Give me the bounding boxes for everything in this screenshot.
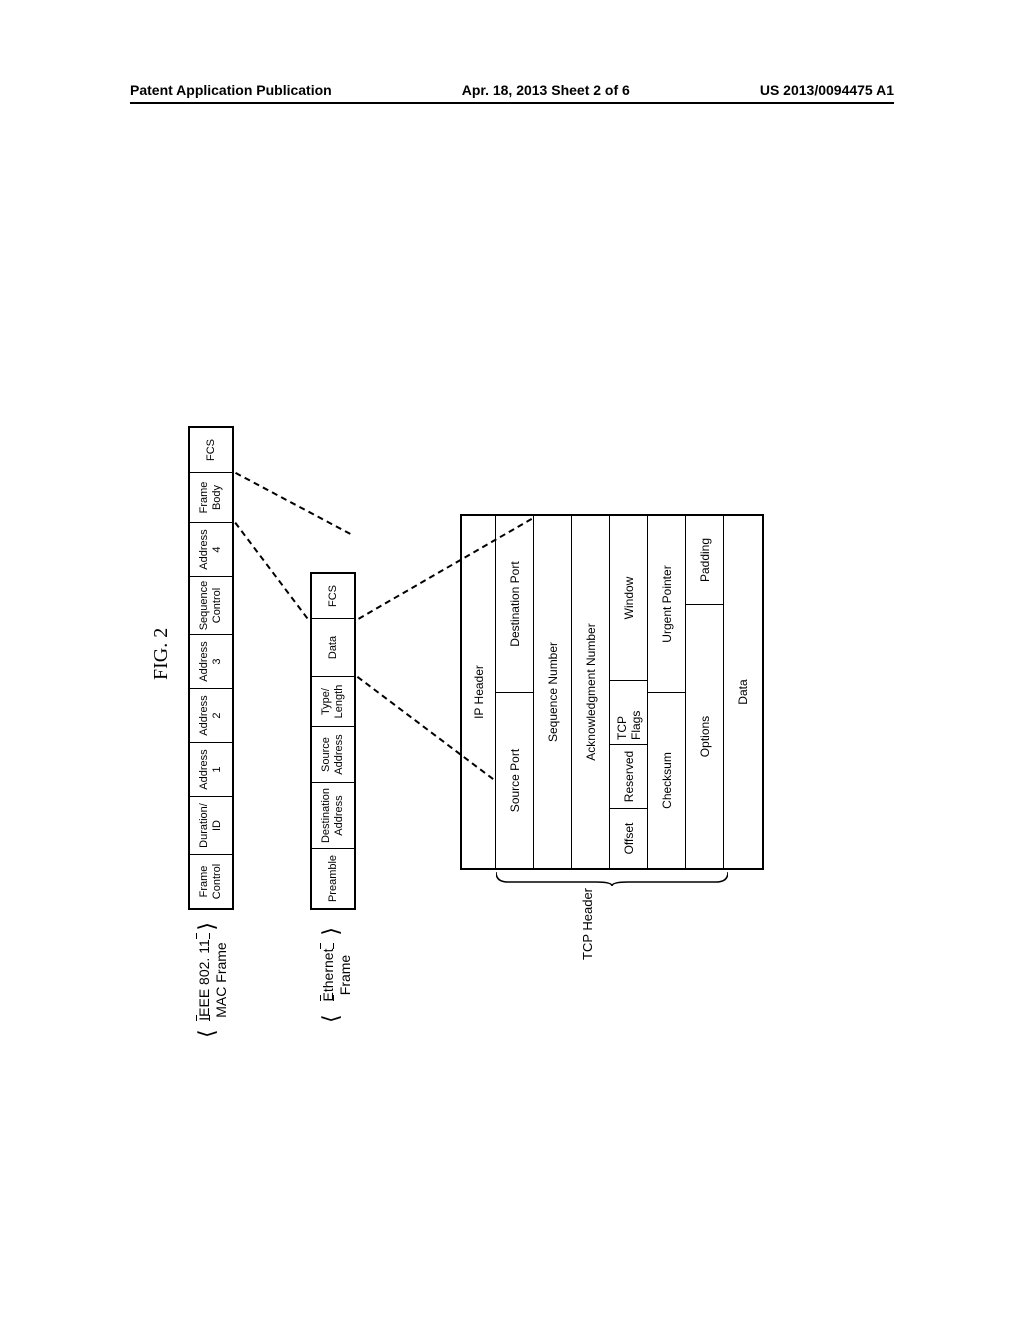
ethernet-frame-label: ⟨ Ethernet Frame ⟩ bbox=[320, 935, 354, 1015]
tcp-row: OptionsPadding bbox=[686, 516, 724, 868]
ieee-frame-label: ⟨ IEEE 802. 11 MAC Frame ⟩ bbox=[196, 930, 230, 1030]
ieee-frame-cell: FCS bbox=[190, 428, 232, 472]
tcp-row: Sequence Number bbox=[534, 516, 572, 868]
tcp-cell: Reserved bbox=[610, 744, 647, 808]
tcp-row: Acknowledgment Number bbox=[572, 516, 610, 868]
tcp-cell: Offset bbox=[610, 808, 647, 868]
header-left: Patent Application Publication bbox=[130, 82, 332, 98]
tcp-row: ChecksumUrgent Pointer bbox=[648, 516, 686, 868]
ethernet-frame-cell: Destination Address bbox=[312, 782, 354, 848]
tcp-cell: Source Port bbox=[496, 692, 533, 868]
header-right: US 2013/0094475 A1 bbox=[760, 82, 894, 98]
ieee-frame-cell: Sequence Control bbox=[190, 576, 232, 634]
dash-line bbox=[234, 522, 308, 619]
tcp-brace-icon bbox=[496, 870, 728, 886]
tcp-row: Data bbox=[724, 516, 762, 868]
tcp-cell: Checksum bbox=[648, 692, 685, 868]
ethernet-frame-cell: FCS bbox=[312, 574, 354, 618]
diagram-rotated: FIG. 2 ⟨ IEEE 802. 11 MAC Frame ⟩ Frame … bbox=[170, 290, 890, 990]
ethernet-frame-cell: Source Address bbox=[312, 726, 354, 782]
ieee-frame-row: Frame ControlDuration/ IDAddress 1Addres… bbox=[188, 426, 234, 910]
tcp-header-label: TCP Header bbox=[580, 888, 595, 960]
tcp-cell: Padding bbox=[686, 516, 723, 604]
tcp-row: OffsetReservedTCP FlagsWindow bbox=[610, 516, 648, 868]
ethernet-frame-cell: Type/ Length bbox=[312, 676, 354, 726]
tcp-row: Source PortDestination Port bbox=[496, 516, 534, 868]
tcp-cell: Data bbox=[724, 516, 762, 868]
page-header: Patent Application Publication Apr. 18, … bbox=[130, 82, 894, 104]
ieee-frame-cell: Address 1 bbox=[190, 742, 232, 796]
ethernet-frame-label-text: Ethernet Frame bbox=[320, 949, 354, 1002]
figure-title: FIG. 2 bbox=[150, 628, 173, 680]
tcp-header-label-text: TCP Header bbox=[580, 888, 595, 960]
tcp-cell: Options bbox=[686, 604, 723, 868]
tcp-cell: Sequence Number bbox=[534, 516, 571, 868]
ip-header-cell: IP Header bbox=[462, 516, 495, 868]
tcp-cell: Window bbox=[610, 516, 647, 680]
ieee-frame-cell: Address 4 bbox=[190, 522, 232, 576]
ieee-frame-cell: Frame Control bbox=[190, 854, 232, 908]
ethernet-frame-row: PreambleDestination AddressSource Addres… bbox=[310, 572, 356, 910]
ethernet-frame-cell: Preamble bbox=[312, 848, 354, 908]
tcp-cell: TCP Flags bbox=[610, 680, 647, 744]
tcp-cell: Urgent Pointer bbox=[648, 516, 685, 692]
ieee-frame-cell: Address 3 bbox=[190, 634, 232, 688]
ieee-frame-label-text: IEEE 802. 11 MAC Frame bbox=[196, 939, 230, 1020]
ieee-frame-cell: Address 2 bbox=[190, 688, 232, 742]
tcp-cell: Acknowledgment Number bbox=[572, 516, 609, 868]
header-center: Apr. 18, 2013 Sheet 2 of 6 bbox=[462, 82, 630, 98]
ethernet-frame-cell: Data bbox=[312, 618, 354, 676]
tcp-ip-table: IP Header Source PortDestination PortSeq… bbox=[460, 514, 764, 870]
ieee-frame-cell: Duration/ ID bbox=[190, 796, 232, 854]
ieee-frame-cell: Frame Body bbox=[190, 472, 232, 522]
dash-line bbox=[235, 472, 351, 535]
tcp-cell: Destination Port bbox=[496, 516, 533, 692]
